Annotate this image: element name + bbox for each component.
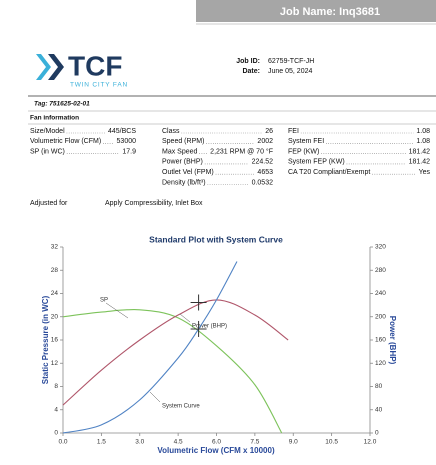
date: June 05, 2024 — [268, 68, 312, 75]
series-label: Power (BHP) — [192, 324, 227, 330]
y-tick-label: 28 — [51, 267, 59, 274]
date-label: Date: — [242, 68, 260, 75]
series-line — [62, 261, 238, 434]
field-label: Speed (RPM) — [162, 138, 204, 145]
field-label: Power (BHP) — [162, 159, 203, 166]
field-value: 0.0532 — [252, 179, 274, 186]
y2-tick-label: 320 — [375, 244, 386, 251]
field-label: Volumetric Flow (CFM) — [30, 138, 101, 145]
x-tick-label: 6.0 — [212, 439, 221, 446]
y-tick-label: 16 — [51, 337, 59, 344]
tag: Tag: 751625-02-01 — [34, 101, 90, 108]
y2-tick-label: 240 — [375, 290, 386, 297]
y-tick-label: 8 — [54, 383, 58, 390]
logo-subtitle: TWIN CITY FAN — [70, 82, 128, 89]
field-value: 2,231 RPM @ 70 °F — [210, 147, 273, 155]
field-value: 181.42 — [409, 159, 431, 166]
field-label: CA T20 Compliant/Exempt — [288, 169, 370, 176]
x-tick-label: 7.5 — [250, 439, 259, 446]
y2-tick-label: 160 — [375, 337, 386, 344]
y-tick-label: 24 — [51, 290, 59, 297]
y2-tick-label: 0 — [375, 430, 379, 437]
field-label: Density (lb/ft³) — [162, 179, 206, 186]
field-value: 445/BCS — [108, 128, 136, 135]
field-value: 1.08 — [416, 128, 430, 135]
label-pointer — [105, 302, 129, 319]
series-label: SP — [100, 298, 108, 304]
field-value: 4653 — [257, 169, 273, 176]
label-pointer — [179, 313, 191, 323]
chart-title: Standard Plot with System Curve — [149, 234, 283, 244]
field-value: 17.9 — [122, 148, 136, 155]
y2-tick-label: 200 — [375, 313, 386, 320]
adjusted-value: Apply Compressibility, Inlet Box — [105, 200, 203, 207]
job-name: Job Name: Inq3681 — [280, 6, 380, 18]
y-axis-title: Static Pressure (in WC) — [41, 295, 50, 384]
adjusted-label: Adjusted for — [30, 200, 68, 207]
x-tick-label: 12.0 — [364, 439, 377, 446]
y2-tick-label: 40 — [375, 406, 383, 413]
x-tick-label: 0.0 — [58, 439, 67, 446]
series-line — [62, 308, 283, 434]
x-tick-label: 9.0 — [289, 439, 298, 446]
job-id: 62759-TCF-JH — [268, 58, 314, 65]
field-value: 181.42 — [409, 148, 431, 155]
field-value: 26 — [265, 128, 273, 135]
header-bar — [196, 0, 436, 22]
y-tick-label: 12 — [51, 360, 59, 367]
x-tick-label: 4.5 — [174, 439, 183, 446]
field-label: FEI — [288, 128, 299, 135]
logo: TCF — [68, 50, 122, 81]
section-title: Fan information — [30, 115, 79, 122]
y-tick-label: 0 — [54, 430, 58, 437]
x-tick-label: 10.5 — [325, 439, 338, 446]
field-label: Size/Model — [30, 128, 65, 135]
logo-chevron — [48, 54, 64, 80]
job-id-label: Job ID: — [236, 58, 260, 65]
field-label: Outlet Vel (FPM) — [162, 169, 214, 176]
field-value: 53000 — [117, 138, 137, 145]
x-tick-label: 3.0 — [135, 439, 144, 446]
field-label: System FEP (KW) — [288, 159, 345, 166]
y2-tick-label: 280 — [375, 267, 386, 274]
logo-chevron — [36, 54, 51, 80]
series-label: System Curve — [162, 404, 200, 410]
y2-axis-title: Power (BHP) — [388, 316, 397, 365]
field-label: SP (in WC) — [30, 148, 65, 155]
field-value: Yes — [419, 169, 431, 176]
field-label: System FEI — [288, 138, 324, 145]
y-tick-label: 4 — [54, 406, 58, 413]
y-tick-label: 32 — [51, 244, 59, 251]
field-value: 1.08 — [416, 138, 430, 145]
label-pointer — [149, 391, 161, 403]
y2-tick-label: 80 — [375, 383, 383, 390]
y-tick-label: 20 — [51, 313, 59, 320]
y2-tick-label: 120 — [375, 360, 386, 367]
field-label: FEP (KW) — [288, 148, 319, 155]
field-label: Max Speed — [162, 148, 198, 155]
field-value: 2002 — [257, 138, 273, 145]
x-tick-label: 1.5 — [97, 439, 106, 446]
field-label: Class — [162, 128, 180, 135]
field-value: 224.52 — [252, 159, 274, 166]
series-line — [62, 299, 289, 406]
x-axis-title: Volumetric Flow (CFM x 10000) — [157, 446, 275, 455]
